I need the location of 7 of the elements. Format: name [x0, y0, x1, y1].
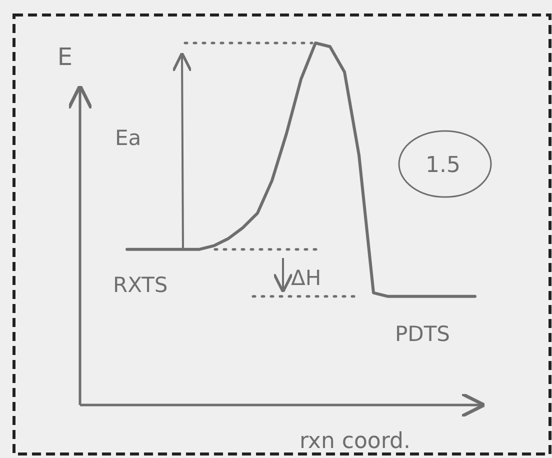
annotation: RXTS — [113, 273, 168, 297]
annotation: PDTS — [395, 322, 450, 346]
annotation: Ea — [115, 126, 142, 150]
annotation: ΔH — [291, 266, 322, 290]
annotation: 1.5 — [426, 153, 460, 178]
x-axis-title: rxn coord. — [299, 429, 411, 454]
y-axis-title: E — [57, 43, 73, 71]
